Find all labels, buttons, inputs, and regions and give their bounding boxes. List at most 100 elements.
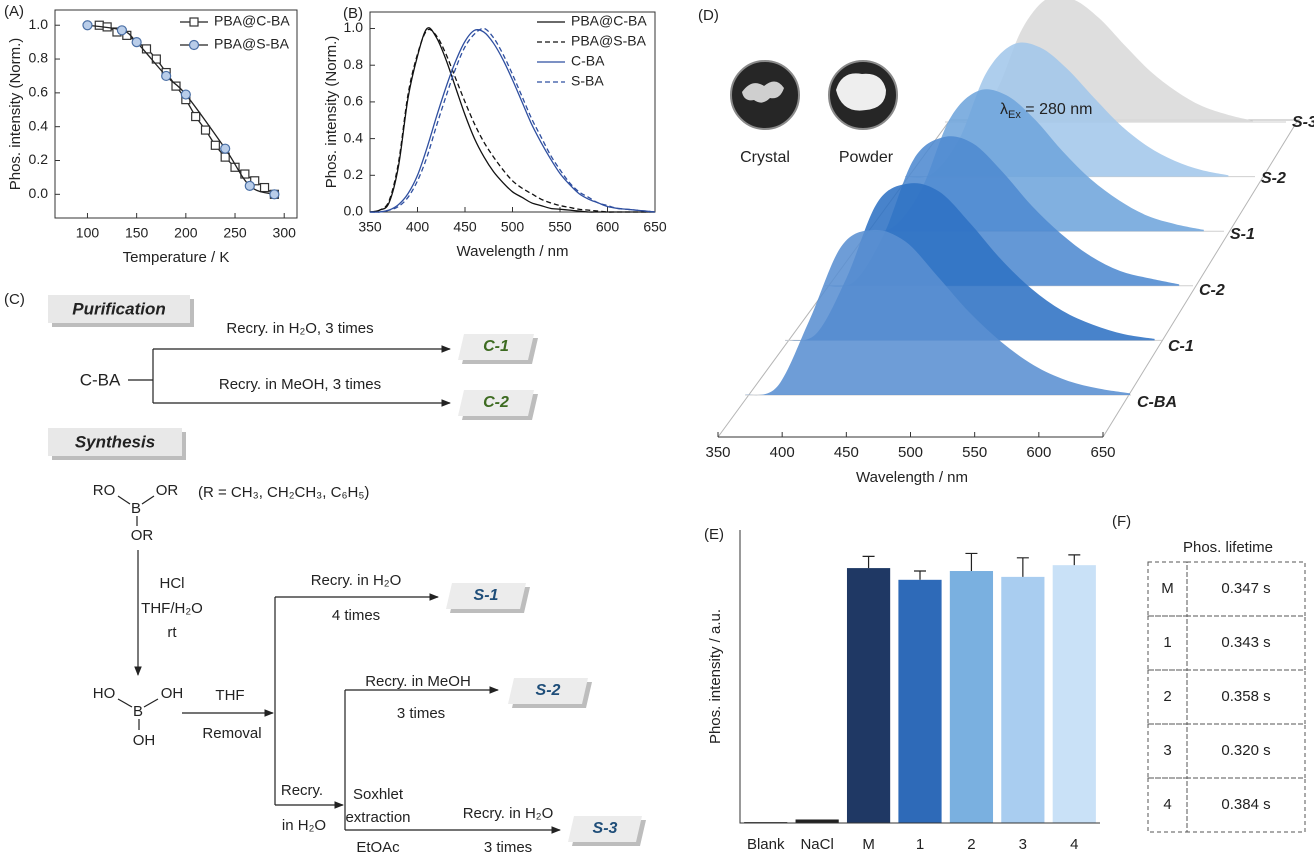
table-text: 0.384 s	[1221, 796, 1270, 813]
x-axis-label: Wavelength / nm	[457, 243, 569, 260]
condition: EtOAc	[356, 839, 400, 856]
marker	[141, 44, 152, 54]
y-tick-label: 0.8	[344, 56, 364, 72]
panel-label: (B)	[343, 5, 363, 22]
inset-caption: Crystal	[740, 149, 790, 166]
product: S-3	[593, 820, 618, 837]
product-box	[508, 678, 588, 704]
legend-label: C-BA	[571, 53, 605, 69]
marker	[220, 152, 230, 162]
marker	[244, 180, 255, 191]
series-line	[369, 29, 656, 213]
condition: rt	[167, 624, 177, 641]
x-tick-label: 400	[406, 219, 430, 235]
marker	[269, 189, 280, 200]
chart: 350 400 450 500 550 600 650 0.0 0.2 0.4 0.6 0.8 1.0 W…	[323, 11, 667, 260]
y-tick-label: 0.8	[29, 50, 49, 66]
condition: Recry. in H₂O, 3 times	[226, 320, 373, 337]
condition: Removal	[202, 725, 261, 742]
y-tick-label: 0.4	[29, 117, 49, 133]
atom: OH	[133, 732, 156, 749]
product: C-1	[483, 338, 509, 355]
x-tick-label: 450	[834, 444, 859, 461]
header-box	[48, 428, 182, 456]
x-axis-label: Wavelength / nm	[856, 469, 968, 486]
product-box	[458, 390, 534, 416]
y-tick-label: 0.2	[29, 151, 49, 167]
x-tick-label: 350	[705, 444, 730, 461]
atom: OH	[161, 685, 184, 702]
x-tick-label: 200	[174, 225, 198, 241]
condition: in H₂O	[282, 817, 326, 834]
marker	[180, 89, 191, 100]
condition: extraction	[345, 809, 410, 826]
x-tick-label: NaCl	[800, 836, 833, 853]
x-tick-label: 550	[962, 444, 987, 461]
legend-label: S-BA	[571, 73, 604, 89]
table-text: 2	[1163, 688, 1171, 705]
atom: OR	[131, 527, 154, 544]
layer-label: S-2	[1261, 170, 1286, 187]
product: S-1	[474, 587, 499, 604]
start-compound: C-BA	[80, 370, 121, 389]
atom: OR	[156, 482, 179, 499]
table-text: 0.343 s	[1221, 634, 1270, 651]
x-tick-label: 600	[1026, 444, 1051, 461]
condition: THF/H₂O	[141, 600, 203, 617]
marker	[161, 70, 172, 82]
x-tick-label: 600	[596, 219, 620, 235]
bar	[846, 568, 891, 823]
powder-sample	[836, 73, 886, 111]
bar	[949, 571, 994, 823]
marker	[94, 20, 104, 30]
atom: HO	[93, 685, 116, 702]
condition: Recry. in MeOH	[365, 673, 471, 690]
y-tick-label: 1.0	[29, 16, 49, 32]
scheme: Purification Recry. in H₂O, 3 times C-BA…	[48, 295, 646, 856]
condition: 3 times	[397, 705, 445, 722]
x-tick-label: 100	[76, 225, 100, 241]
header-box	[48, 295, 190, 323]
x-tick-label: 3	[1019, 836, 1027, 853]
condition: 4 times	[332, 607, 380, 624]
bar	[1001, 576, 1045, 823]
x-tick-label: 4	[1070, 836, 1078, 853]
legend-label: PBA@S-BA	[571, 33, 647, 49]
annotation: λEx = 280 nm	[1000, 101, 1092, 121]
error-bar	[862, 555, 875, 569]
error-bar	[1068, 554, 1081, 566]
product: S-2	[536, 682, 561, 699]
table-text: 1	[1163, 634, 1171, 651]
y-axis-label: Phos. intensity (Norm.)	[7, 38, 24, 191]
condition: Recry. in MeOH, 3 times	[219, 376, 381, 393]
x-tick-label: 2	[967, 836, 975, 853]
spectrum-area	[745, 229, 1130, 396]
condition: HCl	[160, 575, 185, 592]
layer-label: S-1	[1230, 226, 1255, 243]
condition: Recry. in H₂O	[463, 805, 554, 822]
x-tick-label: 450	[453, 219, 477, 235]
scheme-heading: Synthesis	[75, 432, 155, 451]
series-line	[369, 28, 655, 213]
bonds	[117, 698, 159, 730]
atom: B	[133, 703, 143, 720]
layer-label: S-3	[1292, 114, 1314, 131]
product: C-2	[483, 394, 509, 411]
table-title: Phos. lifetime	[1183, 539, 1273, 556]
product-box	[446, 583, 526, 609]
y-tick-label: 0.6	[29, 84, 49, 100]
annotation-part: = 280 nm	[1021, 101, 1093, 118]
atom: RO	[93, 482, 116, 499]
legend-label: PBA@S-BA	[214, 36, 290, 52]
crystal-sample	[742, 81, 784, 103]
layer-label: C-2	[1199, 282, 1225, 299]
x-tick-label: 650	[643, 219, 667, 235]
table-cell	[1186, 777, 1306, 833]
x-tick-label: M	[862, 836, 875, 853]
y-axis-label: Phos. intensity (Norm.)	[323, 36, 340, 189]
bar	[1052, 565, 1096, 823]
product-box	[458, 334, 534, 360]
y-tick-label: 0.6	[344, 93, 364, 109]
y-axis-label: Phos. intensity / a.u.	[707, 609, 724, 744]
